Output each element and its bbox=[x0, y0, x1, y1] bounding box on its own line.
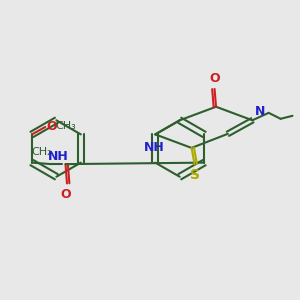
Text: CH₃: CH₃ bbox=[56, 122, 76, 131]
Text: O: O bbox=[47, 121, 57, 134]
Text: O: O bbox=[209, 72, 220, 86]
Text: S: S bbox=[190, 168, 200, 182]
Text: N: N bbox=[255, 105, 265, 118]
Text: CH₂: CH₂ bbox=[31, 147, 52, 157]
Text: NH: NH bbox=[47, 150, 68, 163]
Text: NH: NH bbox=[143, 141, 164, 154]
Text: O: O bbox=[60, 188, 71, 201]
